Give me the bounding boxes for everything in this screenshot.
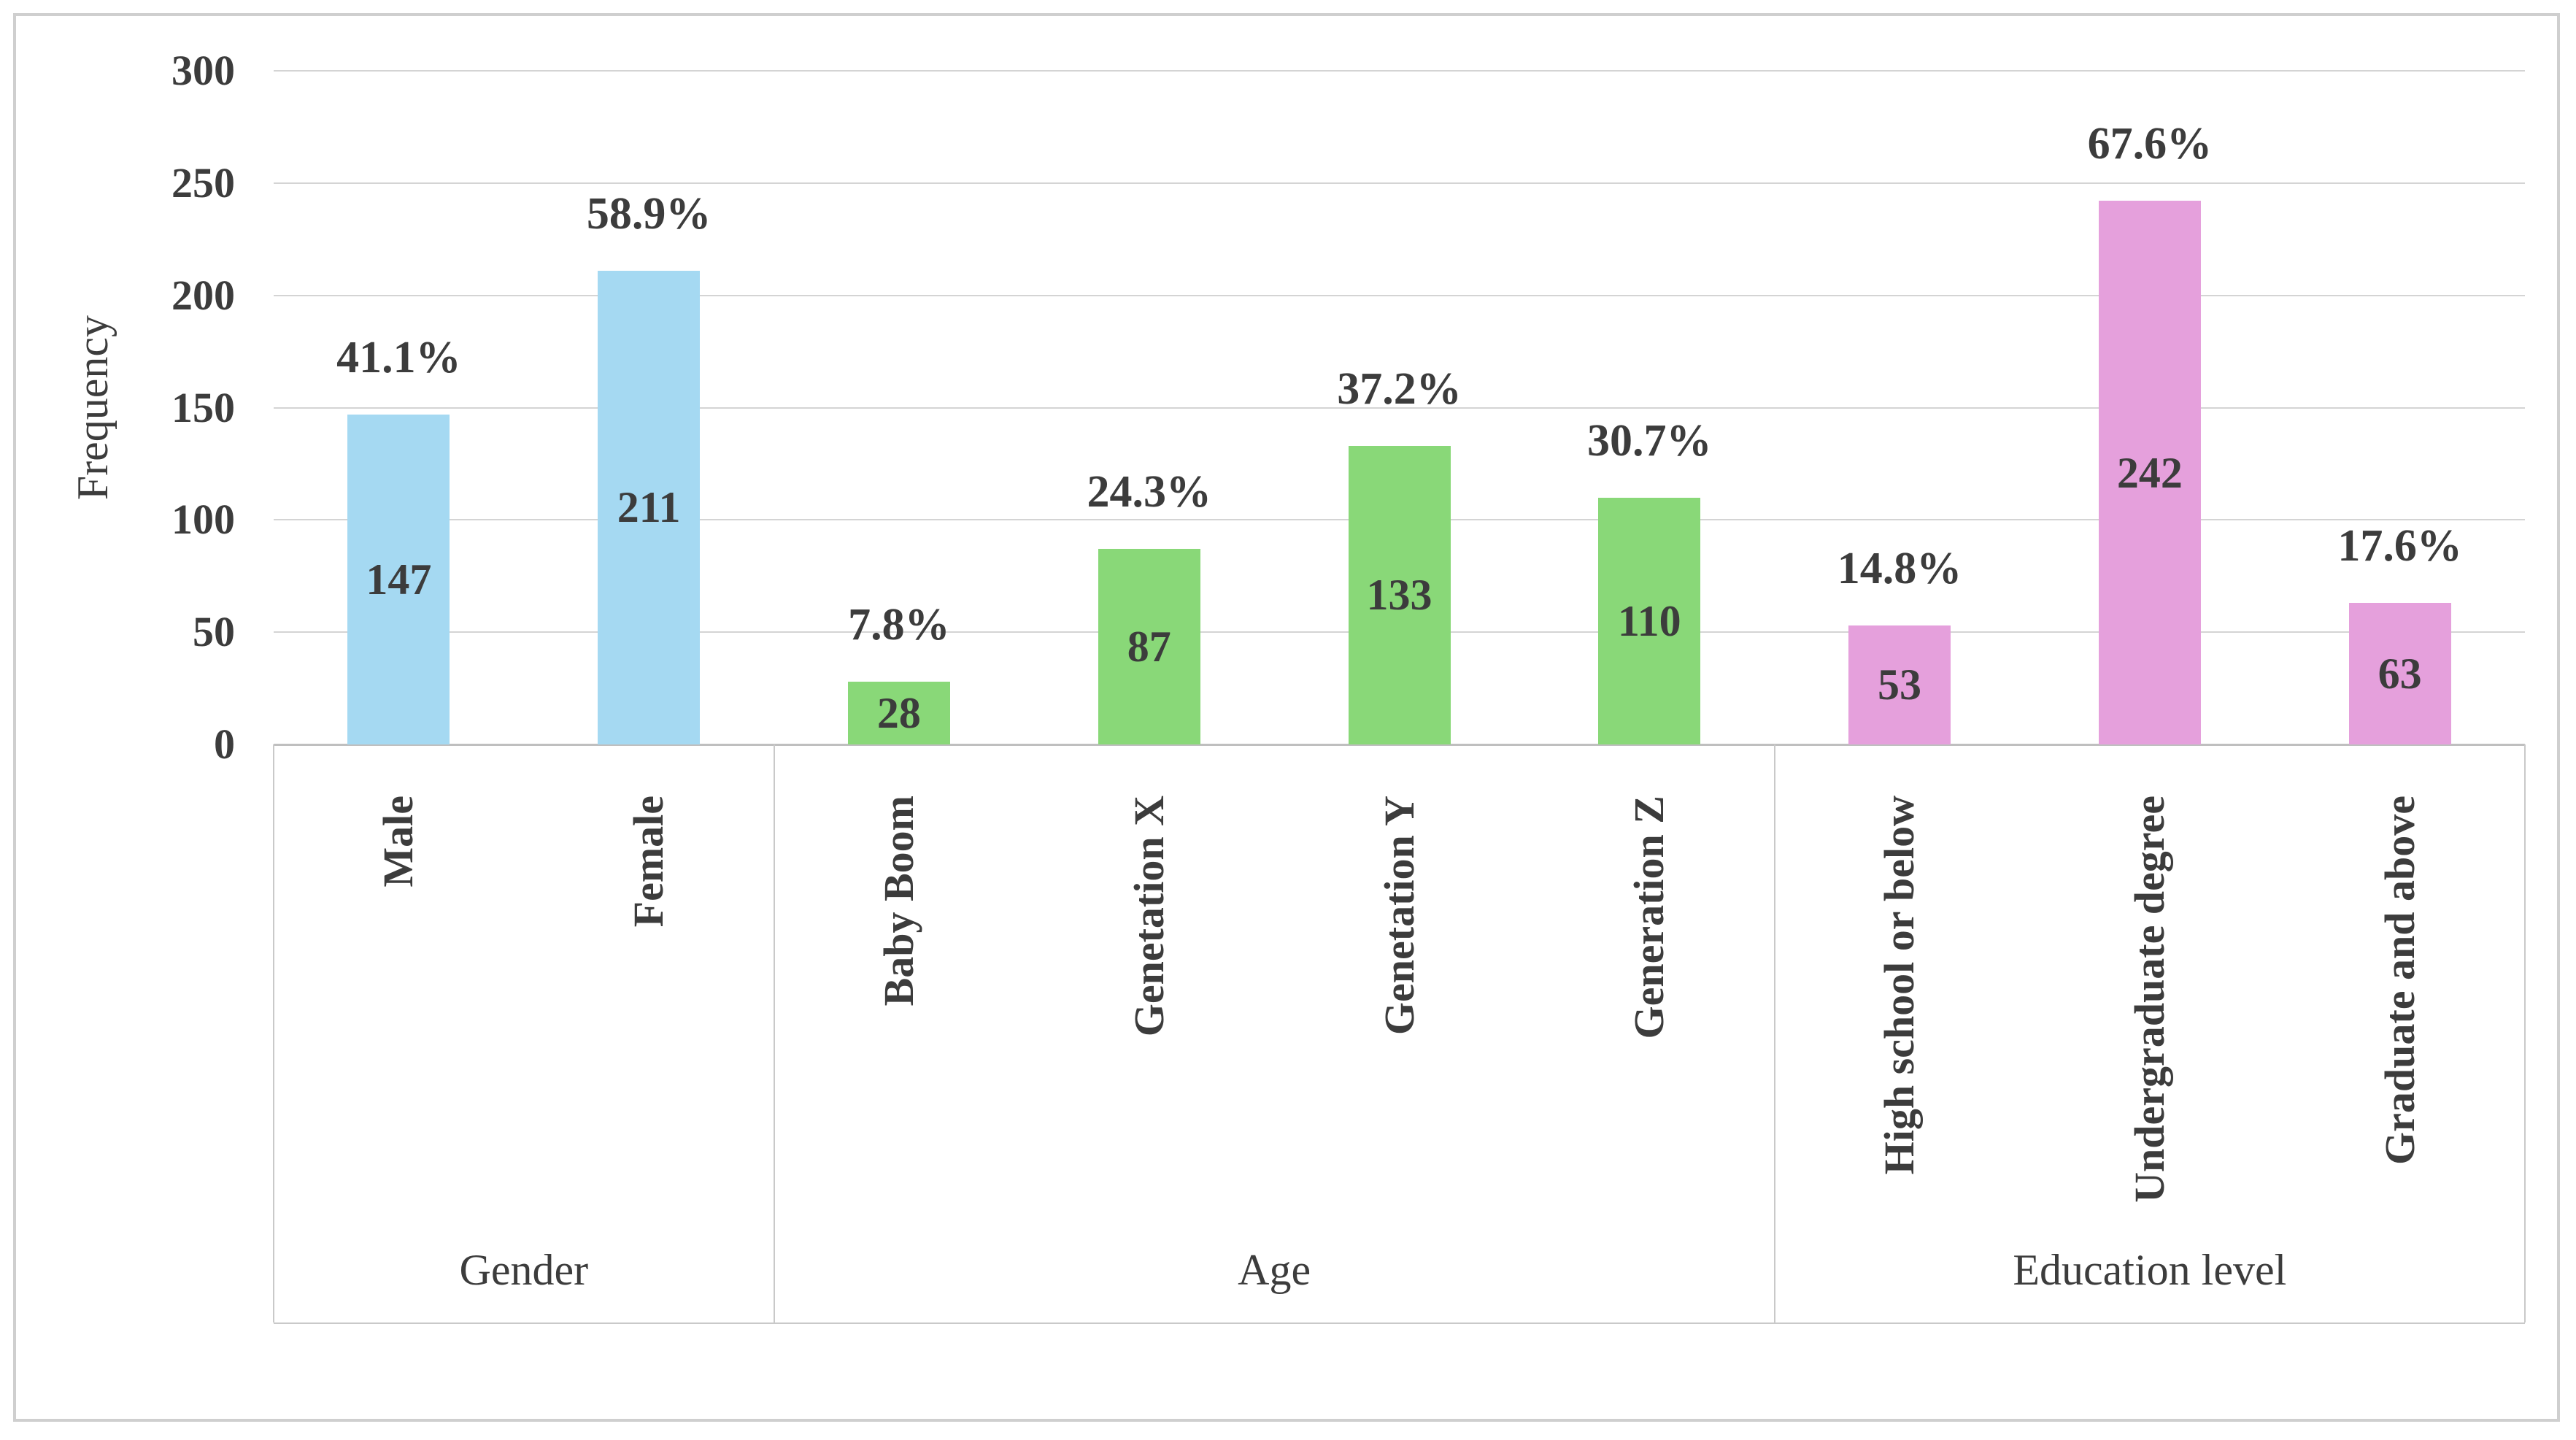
x-category-label-generation-z: Generation Z	[1625, 796, 1673, 1039]
bar-genetation-x	[1098, 549, 1200, 744]
y-tick-label-0: 0	[214, 720, 235, 768]
bar-percent-label: 14.8%	[1837, 543, 1962, 593]
y-tick-label-250: 250	[171, 158, 235, 207]
bar-value-label: 87	[1127, 623, 1171, 671]
bar-value-label: 133	[1366, 571, 1432, 620]
bar-value-label: 28	[876, 688, 921, 737]
group-divider-1	[773, 744, 775, 1322]
bar-generation-z	[1598, 497, 1701, 744]
bar-genetation-y	[1348, 445, 1451, 744]
bar-value-label: 242	[2116, 448, 2183, 497]
x-category-label-undergraduate-degree: Undergraduate degree	[2125, 796, 2173, 1203]
bar-undergraduate-degree	[2098, 201, 2201, 744]
bar-percent-label: 30.7%	[1587, 415, 1712, 466]
bar-value-label: 211	[617, 483, 681, 532]
band-bottom-line	[274, 1322, 2525, 1324]
x-category-label-baby-boom: Baby Boom	[874, 796, 922, 1006]
bar-high-school-or-below	[1848, 625, 1951, 744]
group-label-education-level: Education level	[2013, 1246, 2287, 1294]
bar-percent-label: 58.9%	[586, 188, 712, 239]
gridline-150	[274, 407, 2525, 409]
group-label-gender: Gender	[459, 1246, 589, 1294]
x-category-label-female: Female	[625, 796, 673, 928]
y-axis-title: Frequency	[68, 315, 117, 501]
y-tick-label-50: 50	[193, 608, 235, 656]
bar-value-label: 147	[366, 555, 432, 604]
gridline-300	[274, 70, 2525, 72]
gridline-250	[274, 182, 2525, 184]
x-axis-baseline	[274, 744, 2525, 746]
x-category-label-high-school-or-below: High school or below	[1875, 796, 1924, 1175]
x-category-label-genetation-x: Genetation X	[1125, 796, 1173, 1037]
bar-graduate-and-above	[2348, 603, 2451, 744]
group-label-age: Age	[1238, 1246, 1311, 1294]
bar-baby-boom	[847, 681, 950, 744]
bar-percent-label: 37.2%	[1337, 363, 1462, 414]
group-divider-3	[2524, 744, 2526, 1322]
group-divider-2	[1773, 744, 1775, 1322]
gridline-200	[274, 294, 2525, 296]
y-tick-label-300: 300	[171, 47, 235, 94]
y-tick-label-150: 150	[171, 383, 235, 431]
bar-percent-label: 41.1%	[336, 332, 461, 382]
bar-male	[347, 414, 450, 744]
bar-value-label: 53	[1878, 661, 1922, 709]
y-axis-title-box: Frequency	[62, 71, 123, 744]
bar-percent-label: 24.3%	[1087, 467, 1211, 517]
bar-female	[598, 270, 701, 744]
bar-value-label: 110	[1617, 596, 1681, 645]
bar-value-label: 63	[2378, 650, 2422, 698]
bar-percent-label: 7.8%	[848, 599, 950, 650]
group-divider-0	[273, 744, 274, 1322]
x-category-label-male: Male	[374, 796, 423, 888]
y-tick-label-200: 200	[171, 271, 235, 319]
x-category-label-graduate-and-above: Graduate and above	[2375, 796, 2423, 1165]
y-tick-label-100: 100	[171, 496, 235, 544]
bar-percent-label: 67.6%	[2087, 119, 2213, 169]
bar-percent-label: 17.6%	[2337, 521, 2462, 571]
x-category-label-genetation-y: Genetation Y	[1375, 796, 1423, 1036]
